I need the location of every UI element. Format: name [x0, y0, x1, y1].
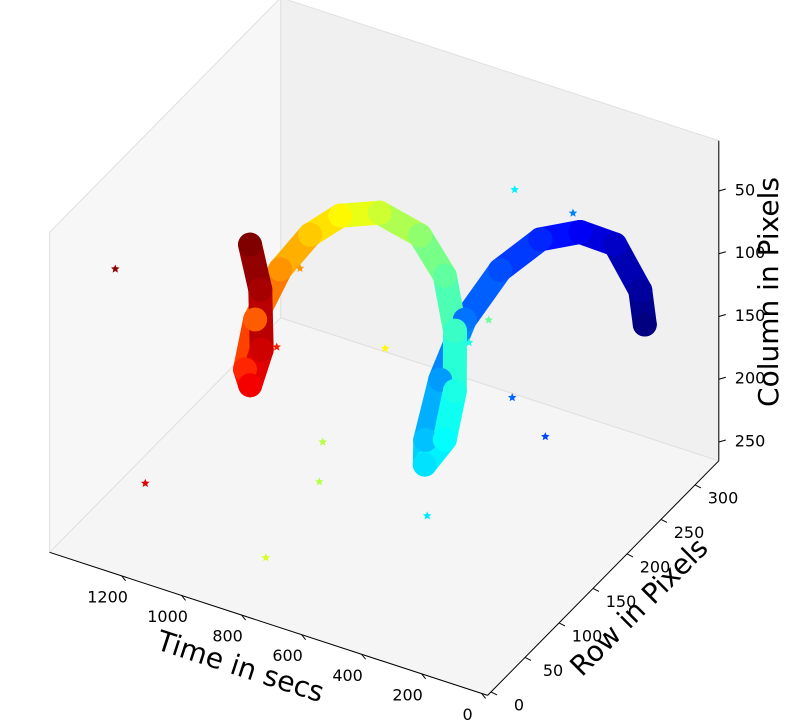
y-tick-label: 100 [572, 626, 603, 645]
x-tick-label: 400 [332, 666, 363, 685]
x-tick [181, 595, 186, 601]
z-tick [718, 376, 726, 380]
x-tick-label: 0 [463, 705, 473, 724]
y-tick [490, 691, 498, 696]
x-tick-label: 1200 [87, 587, 128, 606]
y-tick [626, 553, 634, 558]
z-tick [718, 439, 726, 443]
y-tick [660, 519, 668, 523]
x-axis-line [49, 551, 488, 696]
y-tick-label: 300 [708, 488, 739, 507]
marks [111, 185, 657, 562]
trajectory-point [412, 452, 437, 477]
star-point [541, 432, 550, 441]
y-tick-label: 250 [674, 523, 705, 542]
star-point [272, 342, 281, 351]
trajectory-point [408, 223, 432, 248]
trajectory-point [528, 227, 553, 252]
z-tick-label: 150 [735, 306, 766, 325]
star-point [261, 553, 271, 562]
z-axis-label: Column in Pixels [752, 177, 785, 407]
trajectory-point [432, 427, 457, 452]
trajectory-point [328, 203, 353, 228]
x-tick [481, 693, 486, 699]
star-point [464, 338, 474, 347]
y-tick-label: 150 [606, 592, 637, 611]
x-tick [421, 673, 426, 680]
trajectory-point [248, 277, 273, 302]
trajectory-point [238, 373, 263, 398]
y-tick [592, 588, 600, 592]
star-point [568, 208, 578, 217]
panes [48, 0, 720, 696]
star-point [295, 263, 305, 272]
star-point [111, 264, 120, 273]
z-tick [718, 314, 726, 317]
y-tick [694, 484, 702, 489]
trajectory-point [413, 428, 438, 453]
axes: 0200400600800100012000501001502002503005… [49, 140, 766, 724]
y-tick-label: 0 [514, 695, 524, 714]
star-point [510, 185, 519, 194]
y-axis-line [487, 460, 720, 696]
x-tick-label: 1000 [147, 607, 188, 626]
star-point [318, 437, 327, 446]
trajectory-point [488, 258, 513, 283]
trajectory-point [628, 278, 653, 303]
trajectory-point [243, 307, 268, 332]
star-point [380, 343, 390, 352]
z-tick-label: 50 [735, 180, 755, 199]
x-tick-label: 600 [272, 646, 303, 665]
z-tick-label: 200 [735, 369, 766, 388]
z-tick [718, 188, 726, 192]
trajectory-point [432, 263, 457, 288]
star-point [422, 511, 432, 520]
trajectory-point [443, 318, 468, 343]
trajectory-point [603, 232, 628, 257]
x-tick-label: 200 [392, 685, 423, 704]
z-tick-label: 100 [735, 243, 766, 262]
star-point [507, 393, 517, 402]
x-tick [301, 634, 306, 640]
x-tick [241, 614, 246, 621]
trajectory-point [632, 312, 657, 337]
trajectory-point [367, 200, 392, 225]
x-tick [361, 653, 366, 660]
x-tick [121, 575, 126, 582]
x-tick-label: 800 [212, 627, 243, 646]
star-point [141, 478, 150, 487]
trajectory-point [568, 219, 593, 244]
y-tick [558, 622, 566, 627]
z-tick-label: 250 [735, 431, 766, 450]
star-point [315, 477, 324, 486]
trajectory-point [249, 337, 274, 362]
y-tick [524, 657, 532, 661]
trajectory-point [298, 222, 323, 247]
z-tick [718, 251, 726, 255]
star-point [484, 315, 493, 324]
trajectory-point [238, 232, 263, 257]
left-pane [49, 0, 282, 554]
y-tick-label: 200 [640, 557, 671, 576]
trajectory-point [442, 378, 467, 403]
trajectory-point [268, 257, 293, 282]
y-tick-label: 50 [543, 661, 563, 680]
